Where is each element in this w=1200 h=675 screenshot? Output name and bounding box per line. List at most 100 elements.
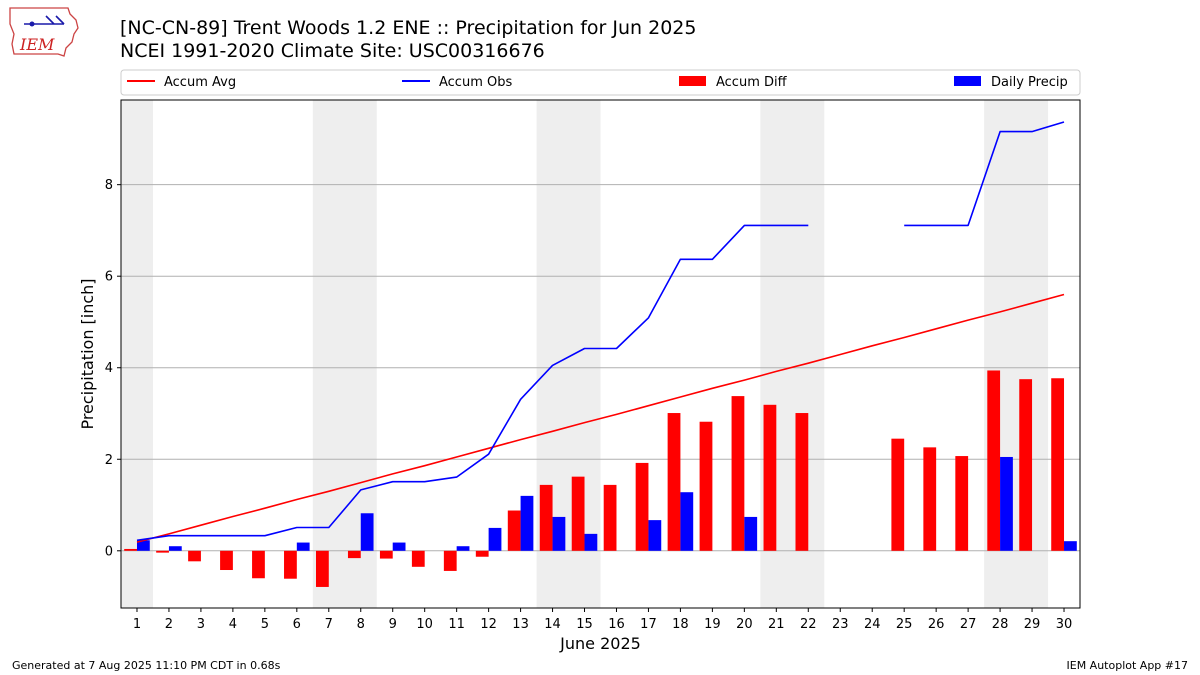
accum-diff-bar [156, 550, 169, 553]
x-tick-label: 23 [832, 617, 849, 632]
y-tick-label: 8 [105, 178, 113, 193]
x-tick-label: 24 [864, 617, 881, 632]
x-tick-label: 14 [544, 617, 561, 632]
x-tick-label: 20 [736, 617, 753, 632]
legend-label: Accum Obs [439, 75, 512, 90]
x-tick-label: 25 [896, 617, 913, 632]
x-tick-label: 16 [608, 617, 625, 632]
chart-subtitle: NCEI 1991-2020 Climate Site: USC00316676 [120, 40, 545, 62]
y-tick-label: 0 [105, 544, 113, 559]
x-tick-label: 21 [768, 617, 785, 632]
x-tick-label: 27 [960, 617, 977, 632]
x-tick-label: 8 [357, 617, 365, 632]
daily-precip-bar [648, 520, 662, 551]
x-tick-label: 2 [165, 617, 173, 632]
daily-precip-bar [1000, 456, 1013, 551]
legend-box [120, 69, 1081, 96]
daily-precip-bar [552, 516, 566, 551]
legend-label: Accum Diff [716, 75, 788, 90]
daily-precip-bar [168, 546, 182, 551]
x-tick-label: 30 [1056, 617, 1073, 632]
daily-precip-bar [680, 492, 694, 551]
legend-label: Accum Avg [164, 75, 236, 90]
x-tick-label: 29 [1024, 617, 1041, 632]
legend-bar-swatch [679, 76, 706, 86]
accum-obs-line [136, 121, 1065, 542]
x-tick-label: 9 [389, 617, 397, 632]
accum-diff-bar [220, 550, 233, 571]
accum-diff-bar [124, 548, 137, 551]
x-axis-label: June 2025 [559, 634, 641, 653]
chart-title: [NC-CN-89] Trent Woods 1.2 ENE :: Precip… [120, 17, 697, 39]
accum-diff-bar [443, 550, 457, 571]
x-tick-label: 12 [480, 617, 497, 632]
accum-diff-bar [699, 421, 713, 551]
x-tick-label: 18 [672, 617, 689, 632]
accum-diff-bar [987, 370, 1001, 551]
accum-diff-bar [891, 438, 905, 551]
x-tick-label: 10 [416, 617, 433, 632]
daily-precip-bar [392, 542, 406, 551]
accum-diff-bar [315, 550, 329, 587]
x-tick-label: 13 [512, 617, 529, 632]
weekend-shade [121, 100, 153, 608]
accum-diff-bar [379, 550, 393, 559]
accum-avg-line [136, 293, 1065, 543]
y-tick-label: 6 [105, 270, 113, 285]
daily-precip-bar [744, 516, 758, 551]
x-tick-label: 4 [229, 617, 237, 632]
y-tick-label: 4 [105, 361, 113, 376]
x-tick-label: 5 [261, 617, 269, 632]
daily-precip-bar [360, 513, 374, 551]
x-tick-label: 1 [133, 617, 141, 632]
x-tick-label: 19 [704, 617, 721, 632]
accum-diff-bar [475, 550, 489, 557]
accum-diff-bar [731, 396, 745, 551]
daily-precip-bar [296, 542, 310, 551]
plot-frame [120, 99, 1081, 609]
accum-diff-bar [539, 484, 553, 551]
wind-barb-shape [24, 15, 65, 25]
accum-diff-bar [347, 550, 361, 559]
x-tick-label: 7 [325, 617, 333, 632]
daily-precip-bar [520, 495, 534, 551]
generated-timestamp: Generated at 7 Aug 2025 11:10 PM CDT in … [12, 659, 281, 672]
accum-diff-bar [252, 550, 265, 579]
app-credit: IEM Autoplot App #17 [1066, 659, 1189, 672]
x-tick-label: 15 [576, 617, 593, 632]
accum-diff-bar [923, 447, 937, 551]
accum-diff-bar [763, 404, 777, 551]
accum-diff-bar [1051, 378, 1065, 551]
daily-precip-bar [584, 533, 598, 551]
x-tick-label: 17 [640, 617, 657, 632]
logo-text: IEM [19, 35, 55, 54]
legend-label: Daily Precip [991, 75, 1068, 90]
accum-diff-bar [603, 484, 617, 551]
daily-precip-bar [456, 546, 470, 551]
accum-diff-bar [635, 462, 649, 551]
iem-logo: IEM [9, 7, 79, 57]
y-axis-label: Precipitation [inch] [78, 278, 97, 429]
x-tick-label: 28 [992, 617, 1009, 632]
accum-diff-bar [284, 550, 297, 579]
accum-diff-bar [507, 510, 521, 551]
x-tick-label: 11 [448, 617, 465, 632]
accum-diff-bar [795, 413, 809, 551]
x-tick-label: 26 [928, 617, 945, 632]
x-tick-label: 22 [800, 617, 817, 632]
accum-diff-bar [1019, 379, 1033, 551]
accum-diff-bar [667, 413, 681, 551]
accum-diff-bar [411, 550, 425, 567]
x-tick-label: 6 [293, 617, 301, 632]
legend-bar-swatch [954, 76, 981, 86]
accum-diff-bar [955, 456, 969, 551]
y-tick-label: 2 [105, 453, 113, 468]
daily-precip-bar [1064, 541, 1077, 551]
iowa-outline-shape [9, 7, 79, 57]
accum-diff-bar [188, 550, 201, 562]
accum-diff-bar [571, 476, 585, 551]
daily-precip-bar [488, 527, 502, 551]
daily-precip-bar [136, 540, 150, 551]
x-tick-label: 3 [197, 617, 205, 632]
